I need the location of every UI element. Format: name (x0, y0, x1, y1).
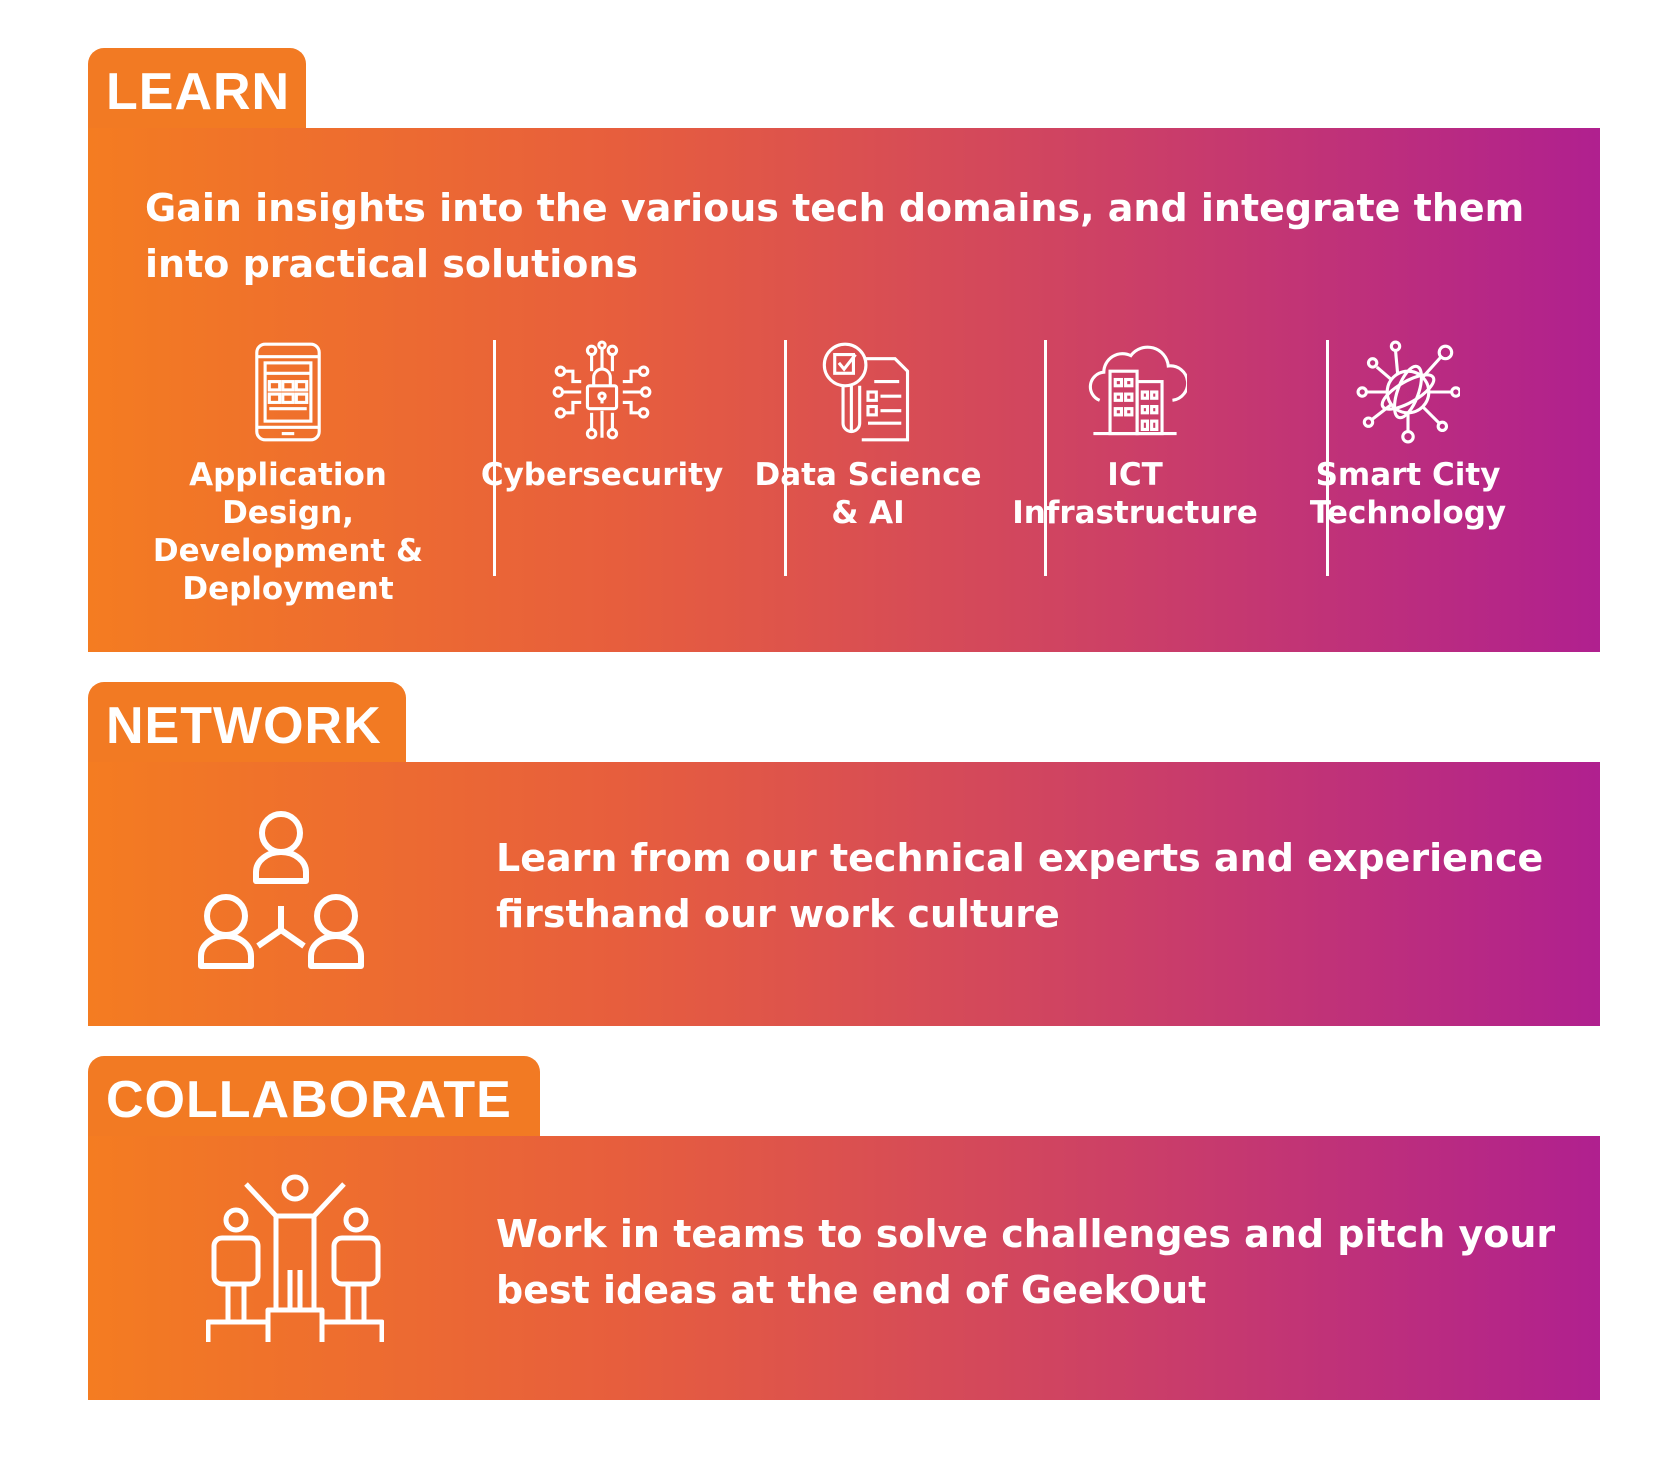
learn-tab-title: LEARN (88, 48, 306, 130)
learn-panel: Gain insights into the various tech doma… (88, 128, 1600, 652)
data-report-icon (822, 342, 910, 442)
cloud-building-icon (1088, 345, 1187, 436)
domain-divider (784, 340, 787, 576)
domain-label: Smart City Technology (1309, 457, 1507, 531)
domain-data-science: Data Science & AI (748, 340, 988, 576)
circuit-lock-icon (552, 340, 652, 440)
collaborate-tab-title: COLLABORATE (88, 1056, 540, 1138)
domain-list: Application Design, Development & Deploy… (88, 340, 1600, 607)
collaborate-panel: Work in teams to solve challenges and pi… (88, 1136, 1600, 1400)
tablet-app-icon (255, 342, 321, 442)
domain-divider (1044, 340, 1047, 576)
domain-ict-infrastructure: ICT Infrastructure (1004, 340, 1266, 576)
domain-label: Cybersecurity (480, 457, 724, 493)
domain-divider (1326, 340, 1329, 576)
domain-label: Data Science & AI (754, 457, 982, 531)
domain-smart-city: Smart City Technology (1282, 340, 1534, 576)
domain-label: Application Design, Development & Deploy… (152, 457, 424, 607)
globe-network-icon (1356, 340, 1460, 444)
network-tab-title: NETWORK (88, 682, 406, 764)
domain-app-design: Application Design, Development & Deploy… (128, 340, 448, 607)
domain-cybersecurity: Cybersecurity (471, 340, 733, 576)
learn-description: Gain insights into the various tech doma… (145, 186, 1525, 286)
network-panel: Learn from our technical experts and exp… (88, 762, 1600, 1026)
domain-label: ICT Infrastructure (1012, 457, 1258, 531)
team-podium-icon (206, 1174, 384, 1342)
people-network-icon (198, 811, 364, 969)
network-description: Learn from our technical experts and exp… (496, 836, 1544, 936)
collaborate-description: Work in teams to solve challenges and pi… (496, 1212, 1556, 1312)
domain-divider (493, 340, 496, 576)
